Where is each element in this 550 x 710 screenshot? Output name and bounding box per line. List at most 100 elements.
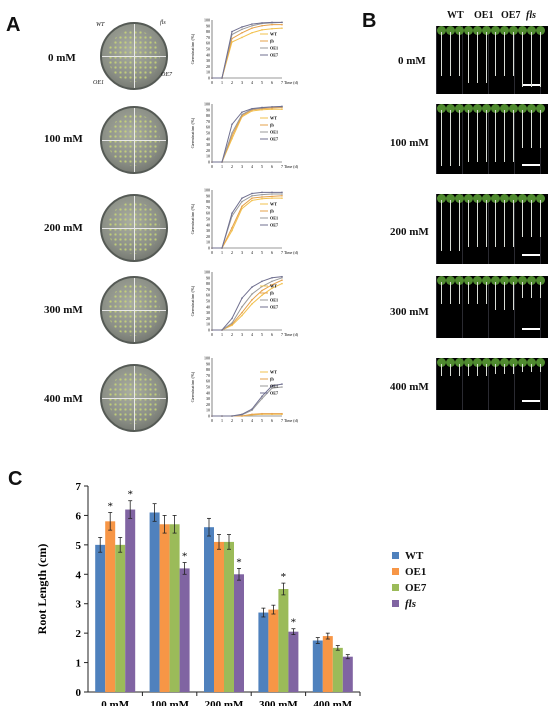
series-line-oe1 — [212, 277, 283, 331]
seedling-leaf — [473, 104, 482, 113]
data-point — [281, 105, 283, 108]
y-tick-label: 40 — [206, 390, 210, 395]
x-tick-label: 6 — [271, 418, 273, 423]
x-tick-label: 6 — [271, 250, 273, 255]
seedling-leaf — [482, 104, 491, 113]
data-point — [251, 413, 253, 416]
bar-oe7 — [332, 647, 343, 692]
seedling-root — [522, 32, 523, 87]
seedling-root — [540, 364, 541, 372]
x-tick-label: 0 — [211, 80, 213, 85]
petri-dish-0mm — [100, 22, 168, 90]
seedling-leaf — [437, 26, 446, 35]
x-tick-label: 3 — [241, 164, 243, 169]
x-tick-label: 6 — [271, 80, 273, 85]
y-tick-label: 0 — [208, 76, 210, 81]
seedling-root — [450, 32, 451, 77]
x-tick-label: 4 — [251, 418, 253, 423]
data-point — [271, 27, 273, 30]
y-tick-label: 5 — [76, 540, 82, 552]
seedling-leaf — [491, 104, 500, 113]
y-tick-label: 80 — [206, 113, 210, 118]
legend-item-fls: fls — [392, 598, 416, 610]
data-point — [231, 229, 233, 232]
data-point — [241, 314, 243, 317]
x-tick-label: 200 mM — [205, 699, 244, 706]
legend-label: OE7 — [270, 223, 278, 228]
photo-row-label-400mm: 400 mM — [390, 381, 429, 393]
x-tick-label: 6 — [271, 164, 273, 169]
legend-label: OE7 — [270, 305, 278, 310]
seedling-leaf — [437, 276, 446, 285]
seedling-root — [513, 282, 514, 310]
seedling-leaf — [437, 104, 446, 113]
y-tick-label: 20 — [206, 402, 210, 407]
bar-fls — [234, 574, 244, 692]
seedling-root — [459, 32, 460, 77]
data-point — [231, 212, 233, 214]
petri-dish-100mm — [100, 106, 168, 174]
seedling-leaf — [527, 358, 536, 367]
legend-label: OE7 — [270, 137, 278, 142]
seedling-root — [459, 110, 460, 166]
data-point — [251, 286, 253, 288]
x-tick-label: 0 — [211, 332, 213, 337]
data-point — [281, 27, 283, 29]
seedling-leaf — [455, 358, 464, 367]
data-point — [221, 77, 223, 79]
x-tick-label: 6 — [271, 332, 273, 337]
y-tick-label: 40 — [206, 52, 210, 57]
legend-label-fls: fls — [405, 598, 416, 610]
y-tick-label: 70 — [206, 119, 210, 124]
y-tick-label: 100 — [204, 102, 210, 107]
root-photo-300mm — [436, 276, 548, 338]
seedling-root — [504, 282, 505, 310]
y-tick-label: 50 — [206, 131, 210, 136]
seedling-leaf — [473, 358, 482, 367]
bar-wt — [95, 544, 106, 692]
y-tick-label: 0 — [208, 328, 210, 333]
seedling-leaf — [464, 104, 473, 113]
seedling-leaf — [464, 276, 473, 285]
seedling-leaf — [491, 26, 500, 35]
data-point — [251, 199, 253, 202]
seedling-root — [540, 110, 541, 149]
legend-label: WT — [270, 202, 277, 207]
row-label-100mm: 100 mM — [44, 133, 83, 145]
seedling-root — [477, 200, 478, 247]
y-tick-label: 40 — [206, 136, 210, 141]
data-point — [271, 195, 273, 198]
data-point — [261, 412, 263, 415]
data-point — [271, 385, 273, 387]
x-tick-label: 7 — [281, 80, 283, 85]
data-point — [271, 387, 273, 389]
legend-label: fls — [270, 39, 275, 44]
x-tick-label: 2 — [231, 418, 233, 423]
y-tick-label: 90 — [206, 275, 210, 280]
data-point — [241, 205, 243, 208]
seedling-leaf — [446, 104, 455, 113]
y-tick-label: 7 — [76, 481, 82, 493]
data-point — [281, 197, 283, 199]
data-point — [241, 113, 243, 116]
seedling-root — [531, 32, 532, 87]
petri-dish-300mm — [100, 276, 168, 344]
significance-marker: * — [281, 571, 287, 583]
legend-label: OE1 — [270, 216, 278, 221]
y-axis-label: Germination (%) — [190, 117, 195, 148]
legend-label-oe7: OE7 — [405, 582, 427, 594]
seedling-leaf — [509, 194, 518, 203]
seedling-root — [468, 32, 469, 84]
photo-header-oe1: OE1 — [474, 10, 494, 21]
seedling-root — [486, 110, 487, 163]
data-point — [281, 195, 283, 197]
y-tick-label: 50 — [206, 47, 210, 52]
seedling-root — [450, 364, 451, 376]
bar-fls — [125, 509, 136, 692]
seedling-root — [477, 282, 478, 305]
y-tick-label: 70 — [206, 373, 210, 378]
seedling-root — [459, 364, 460, 376]
seedling-root — [513, 200, 514, 247]
y-tick-label: 90 — [206, 23, 210, 28]
